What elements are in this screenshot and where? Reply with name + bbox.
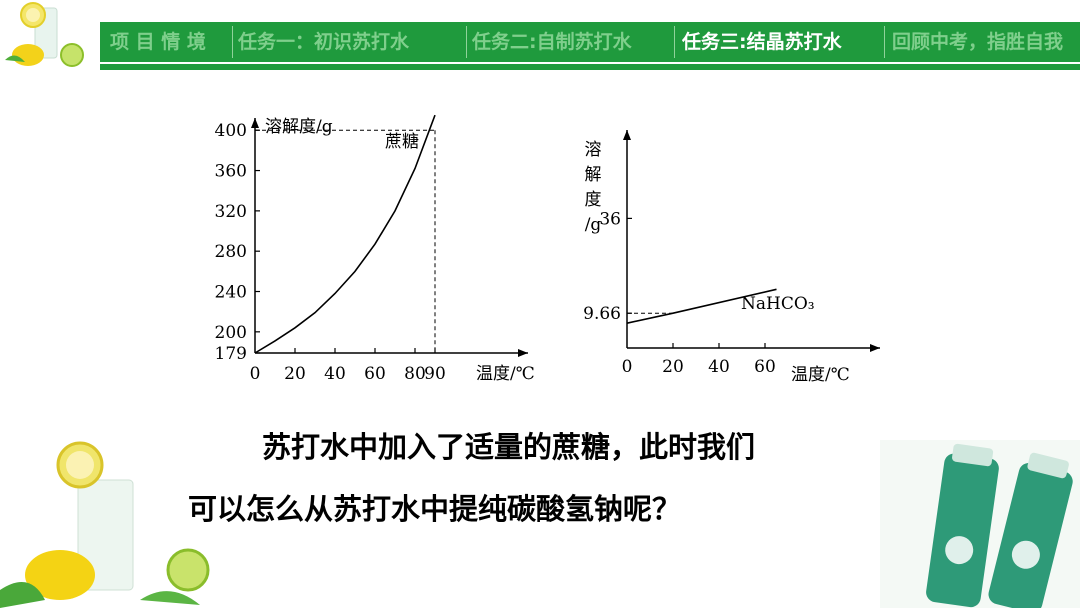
tab-divider bbox=[466, 26, 467, 58]
lemon-icon bbox=[0, 441, 210, 608]
lemon-icon bbox=[5, 2, 84, 67]
x-tick-label: 0 bbox=[622, 357, 633, 377]
lemon-drink-decoration bbox=[0, 430, 215, 608]
x-tick-label: 60 bbox=[364, 364, 386, 384]
tab-review[interactable]: 回顾中考，指胜自我 bbox=[892, 31, 1064, 53]
y-axis-label-part: 溶 bbox=[585, 140, 602, 160]
y-axis-label-part: /g bbox=[585, 215, 602, 235]
x-tick-label: 20 bbox=[284, 364, 306, 384]
top-nav-bar: 项 目 情 境 任务一：初识苏打水 任务二:自制苏打水 任务三:结晶苏打水 回顾… bbox=[100, 22, 1080, 70]
y-tick-label: 280 bbox=[215, 242, 247, 262]
nav-underline bbox=[100, 64, 1080, 70]
y-axis-label-part: 解 bbox=[585, 165, 602, 185]
bottle-icon bbox=[880, 440, 1080, 612]
question-line-2: 可以怎么从苏打水中提纯碳酸氢钠呢？ bbox=[188, 492, 682, 526]
x-axis-label: 温度/℃ bbox=[476, 364, 535, 384]
tab-divider bbox=[232, 26, 233, 58]
y-axis-label: 溶解度/g bbox=[265, 117, 333, 137]
y-tick-label: 320 bbox=[215, 202, 247, 222]
question-line-1: 苏打水中加入了适量的蔗糖，此时我们 bbox=[262, 430, 756, 464]
lemon-glass-decoration bbox=[0, 0, 100, 70]
nahco3-line bbox=[626, 288, 777, 324]
x-tick-label: 20 bbox=[662, 357, 684, 377]
y-axis-arrow bbox=[623, 130, 631, 140]
soda-bottles-decoration bbox=[880, 440, 1080, 612]
series-label-sucrose: 蔗糖 bbox=[385, 132, 419, 152]
sucrose-curve bbox=[254, 114, 436, 354]
nahco3-solubility-chart: 9.66 36 0 20 40 60 溶解度/g 温度/℃ NaHCO₃ bbox=[583, 130, 880, 385]
x-tick-label: 40 bbox=[708, 357, 730, 377]
x-tick-label: 80 bbox=[404, 364, 426, 384]
series-label-nahco3: NaHCO₃ bbox=[741, 294, 815, 314]
tab-task-three[interactable]: 任务三:结晶苏打水 bbox=[682, 31, 842, 53]
tab-task-two[interactable]: 任务二:自制苏打水 bbox=[472, 31, 632, 53]
x-axis-label: 温度/℃ bbox=[791, 365, 850, 385]
y-tick-label: 179 bbox=[215, 344, 247, 364]
x-tick-label: 60 bbox=[754, 357, 776, 377]
x-axis-arrow bbox=[870, 344, 880, 352]
y-tick-label: 36 bbox=[599, 209, 621, 229]
tab-task-one[interactable]: 任务一：初识苏打水 bbox=[238, 31, 410, 53]
x-axis-arrow bbox=[518, 349, 528, 357]
x-tick-label: 0 bbox=[250, 364, 261, 384]
y-tick-label: 400 bbox=[215, 121, 247, 141]
y-tick-label: 9.66 bbox=[583, 304, 621, 324]
x-tick-label: 90 bbox=[424, 364, 446, 384]
y-tick-label: 200 bbox=[215, 323, 247, 343]
y-tick-label: 240 bbox=[215, 283, 247, 303]
tab-divider bbox=[674, 26, 675, 58]
y-tick-label: 360 bbox=[215, 162, 247, 182]
y-axis-arrow bbox=[251, 118, 259, 128]
tab-divider bbox=[884, 26, 885, 58]
tab-scenario[interactable]: 项 目 情 境 bbox=[110, 31, 206, 53]
y-axis-label-part: 度 bbox=[585, 190, 602, 210]
x-tick-label: 40 bbox=[324, 364, 346, 384]
